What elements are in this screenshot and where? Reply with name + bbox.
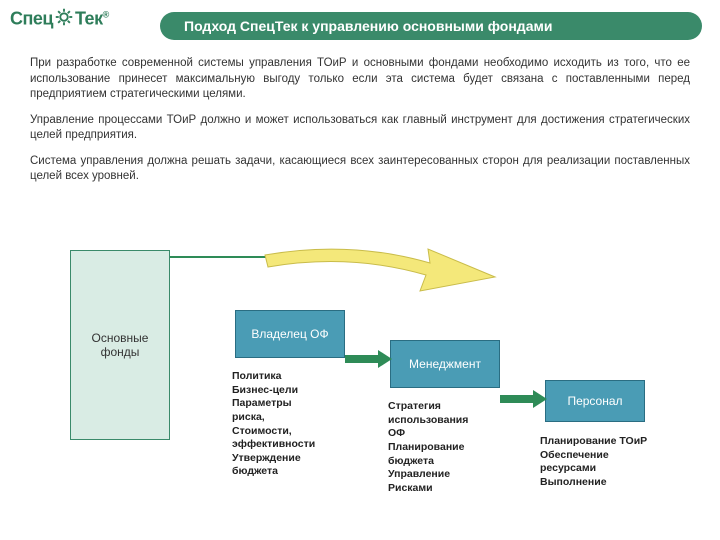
arrow-mgmt-personnel-head (533, 390, 547, 408)
caption-personnel: Планирование ТОиР Обеспечение ресурсами … (540, 435, 647, 490)
box-owner-label: Владелец ОФ (251, 327, 328, 341)
arrow-owner-mgmt-head (378, 350, 392, 368)
box-management: Менеджмент (390, 340, 500, 388)
paragraph-2: Управление процессами ТОиР должно и може… (30, 113, 690, 144)
box-fixed-assets: Основные фонды (70, 250, 170, 440)
swoosh-arrow-icon (260, 235, 500, 305)
logo-text-2: Тек (75, 8, 103, 28)
box-personnel: Персонал (545, 380, 645, 422)
page-title: Подход СпецТек к управлению основными фо… (184, 18, 552, 34)
paragraph-3: Система управления должна решать задачи,… (30, 154, 690, 185)
caption-owner: Политика Бизнес-цели Параметры риска, Ст… (232, 370, 315, 479)
page-title-bar: Подход СпецТек к управлению основными фо… (160, 12, 702, 40)
arrow-mgmt-personnel-line (500, 395, 534, 403)
gear-icon (55, 8, 73, 31)
box-personnel-label: Персонал (567, 394, 622, 408)
box-fixed-assets-label: Основные фонды (92, 331, 149, 359)
logo-reg: ® (103, 9, 109, 19)
arrow-owner-mgmt-line (345, 355, 379, 363)
caption-management: Стратегия использования ОФ Планирование … (388, 400, 468, 495)
logo: Спец Тек® (10, 8, 109, 31)
body-text: При разработке современной системы управ… (30, 56, 690, 195)
paragraph-1: При разработке современной системы управ… (30, 56, 690, 103)
diagram: Основные фонды Владелец ОФ Менеджмент Пе… (0, 240, 720, 540)
logo-text-1: Спец (10, 8, 53, 28)
box-owner: Владелец ОФ (235, 310, 345, 358)
box-management-label: Менеджмент (409, 357, 481, 371)
